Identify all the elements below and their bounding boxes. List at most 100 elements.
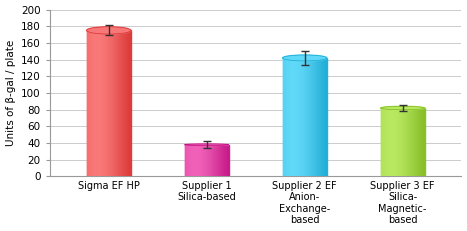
Bar [391,108,392,176]
Bar [214,145,215,176]
Bar [294,58,295,176]
Bar [301,58,302,176]
Bar [311,58,312,176]
Bar [399,108,400,176]
Bar [298,58,299,176]
Bar [316,58,317,176]
Bar [128,30,129,176]
Bar [92,30,93,176]
Bar [385,108,386,176]
Bar [87,30,88,176]
Bar [199,145,200,176]
Bar [322,58,323,176]
Bar [117,30,118,176]
Bar [382,108,383,176]
Bar [213,145,214,176]
Bar [403,108,404,176]
Bar [208,145,209,176]
Bar [119,30,120,176]
Bar [286,58,287,176]
Bar [198,145,199,176]
Bar [125,30,126,176]
Bar [187,145,188,176]
Bar [90,30,91,176]
Bar [400,108,401,176]
Bar [105,30,106,176]
Bar [399,108,400,176]
Bar [95,30,96,176]
Bar [205,145,206,176]
Bar [123,30,124,176]
Bar [192,145,193,176]
Bar [397,108,398,176]
Bar [301,58,302,176]
Bar [417,108,418,176]
Bar [292,58,293,176]
Bar [389,108,390,176]
Bar [310,58,311,176]
Bar [412,108,413,176]
Bar [227,145,228,176]
Bar [402,108,403,176]
Bar [421,108,422,176]
Bar [95,30,96,176]
Bar [112,30,113,176]
Bar [194,145,195,176]
Bar [228,145,229,176]
Bar [381,108,382,176]
Bar [93,30,94,176]
Bar [318,58,319,176]
Bar [315,58,316,176]
Bar [309,58,310,176]
Bar [195,145,196,176]
Bar [207,145,208,176]
Bar [204,145,205,176]
Bar [300,58,301,176]
Bar [210,145,211,176]
Bar [107,30,108,176]
Bar [208,145,209,176]
Bar [291,58,292,176]
Bar [219,145,220,176]
Bar [129,30,130,176]
Bar [393,108,394,176]
Bar [384,108,385,176]
Bar [224,145,225,176]
Bar [310,58,311,176]
Bar [407,108,408,176]
Bar [398,108,399,176]
Bar [127,30,128,176]
Bar [126,30,127,176]
Bar [284,58,285,176]
Bar [324,58,325,176]
Bar [193,145,194,176]
Bar [316,58,317,176]
Bar [108,30,109,176]
Bar [285,58,286,176]
Bar [418,108,419,176]
Bar [312,58,313,176]
Bar [197,145,198,176]
Bar [308,58,309,176]
Bar [325,58,326,176]
Bar [319,58,320,176]
Bar [218,145,219,176]
Bar [221,145,222,176]
Bar [124,30,125,176]
Bar [222,145,223,176]
Bar [290,58,291,176]
Bar [387,108,388,176]
Bar [400,108,401,176]
Bar [209,145,210,176]
Bar [322,58,323,176]
Bar [295,58,296,176]
Ellipse shape [184,144,229,146]
Bar [110,30,111,176]
Bar [122,30,123,176]
Bar [396,108,397,176]
Bar [283,58,284,176]
Bar [405,108,406,176]
Bar [225,145,226,176]
Bar [287,58,288,176]
Bar [113,30,114,176]
